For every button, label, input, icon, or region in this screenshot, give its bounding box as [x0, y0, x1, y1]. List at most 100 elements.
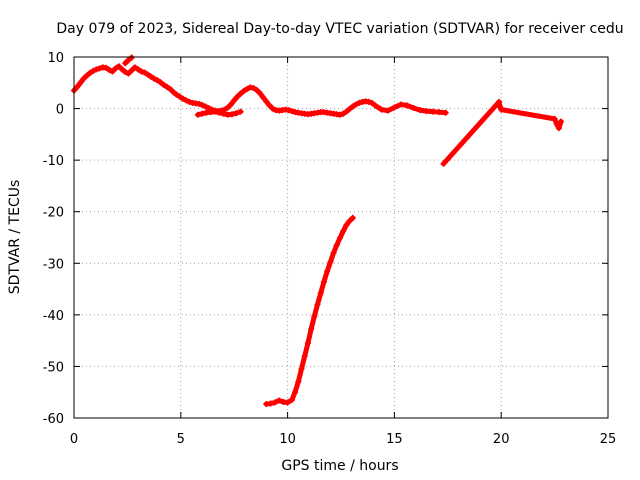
data-point — [336, 111, 343, 118]
data-point — [147, 73, 154, 80]
data-point — [298, 366, 305, 373]
series-band — [263, 215, 356, 407]
data-point — [77, 79, 84, 86]
data-point — [391, 104, 398, 111]
data-points — [71, 54, 565, 408]
data-point — [292, 389, 299, 396]
data-point — [115, 63, 122, 70]
data-point — [96, 65, 103, 72]
data-point — [365, 98, 372, 105]
data-point — [80, 75, 87, 82]
y-tick-label: -20 — [43, 206, 64, 221]
data-point — [308, 326, 315, 333]
data-point — [266, 102, 273, 109]
data-point — [202, 103, 209, 110]
data-point — [442, 109, 449, 116]
series-track — [194, 108, 244, 118]
data-point — [340, 110, 347, 117]
data-point — [131, 64, 138, 71]
data-point — [109, 68, 116, 75]
data-point — [216, 109, 223, 116]
data-point — [440, 160, 447, 167]
plot-frame — [73, 56, 609, 419]
series-track — [71, 63, 449, 118]
data-point — [151, 75, 158, 82]
data-point — [276, 397, 283, 404]
data-point — [324, 268, 331, 275]
data-point — [555, 125, 562, 132]
data-point — [237, 90, 244, 97]
y-tick-label: -10 — [43, 154, 64, 169]
data-point — [304, 340, 311, 347]
data-point — [436, 109, 443, 116]
y-tick-label: 10 — [47, 51, 64, 66]
data-point — [112, 65, 119, 72]
data-point — [122, 68, 129, 75]
data-point — [320, 278, 327, 285]
chart-title: Day 079 of 2023, Sidereal Day-to-day VTE… — [56, 21, 623, 37]
data-point — [237, 108, 244, 115]
data-point — [269, 105, 276, 112]
data-point — [551, 115, 558, 122]
data-point — [233, 110, 240, 117]
data-point — [288, 396, 295, 403]
data-point — [234, 93, 241, 100]
data-point — [135, 66, 142, 73]
data-point — [558, 118, 565, 125]
x-axis-title: GPS time / hours — [281, 458, 398, 474]
data-point — [195, 100, 202, 107]
data-point — [498, 106, 505, 113]
data-point — [144, 71, 151, 78]
data-point — [372, 102, 379, 109]
x-tick-label: 5 — [177, 432, 185, 447]
data-point — [417, 107, 424, 114]
y-axis-title: SDTVAR / TECUs — [7, 180, 23, 295]
y-tick-label: -50 — [43, 360, 64, 375]
data-point — [423, 108, 430, 115]
data-point — [90, 67, 97, 74]
data-point — [224, 104, 231, 111]
series-band — [71, 63, 449, 118]
data-point — [271, 399, 278, 406]
data-point — [336, 235, 343, 242]
data-point — [138, 68, 145, 75]
data-point — [256, 90, 263, 97]
data-point — [93, 66, 100, 73]
data-point — [352, 101, 359, 108]
data-point — [163, 83, 170, 90]
x-tick-label: 20 — [493, 432, 510, 447]
x-tick-label: 15 — [386, 432, 403, 447]
y-tick-label: -30 — [43, 257, 64, 272]
data-point — [154, 77, 161, 84]
data-point — [250, 84, 257, 91]
data-point — [128, 67, 135, 74]
data-point — [314, 301, 321, 308]
axis-ticks: 0 5 10 15 20 25 -60 -50 -40 -30 -20 -10 0 10 — [43, 51, 617, 447]
data-point — [194, 111, 201, 118]
data-point — [330, 249, 337, 256]
data-point — [125, 70, 132, 77]
data-point — [333, 242, 340, 249]
data-point — [179, 95, 186, 102]
data-point — [349, 103, 356, 110]
data-point — [496, 98, 503, 105]
data-point — [87, 69, 94, 76]
data-point — [220, 110, 227, 117]
data-point — [157, 79, 164, 86]
data-point — [253, 87, 260, 94]
data-point — [317, 290, 324, 297]
data-point — [199, 101, 206, 108]
data-point — [128, 54, 135, 61]
series-track — [122, 54, 135, 67]
data-point — [103, 64, 110, 71]
data-point — [311, 313, 318, 320]
x-tick-label: 10 — [279, 432, 296, 447]
data-point — [410, 105, 417, 112]
data-point — [125, 57, 132, 64]
data-point — [83, 72, 90, 79]
data-point — [397, 101, 404, 108]
series-band — [441, 99, 564, 167]
data-point — [173, 91, 180, 98]
data-point — [349, 214, 356, 221]
